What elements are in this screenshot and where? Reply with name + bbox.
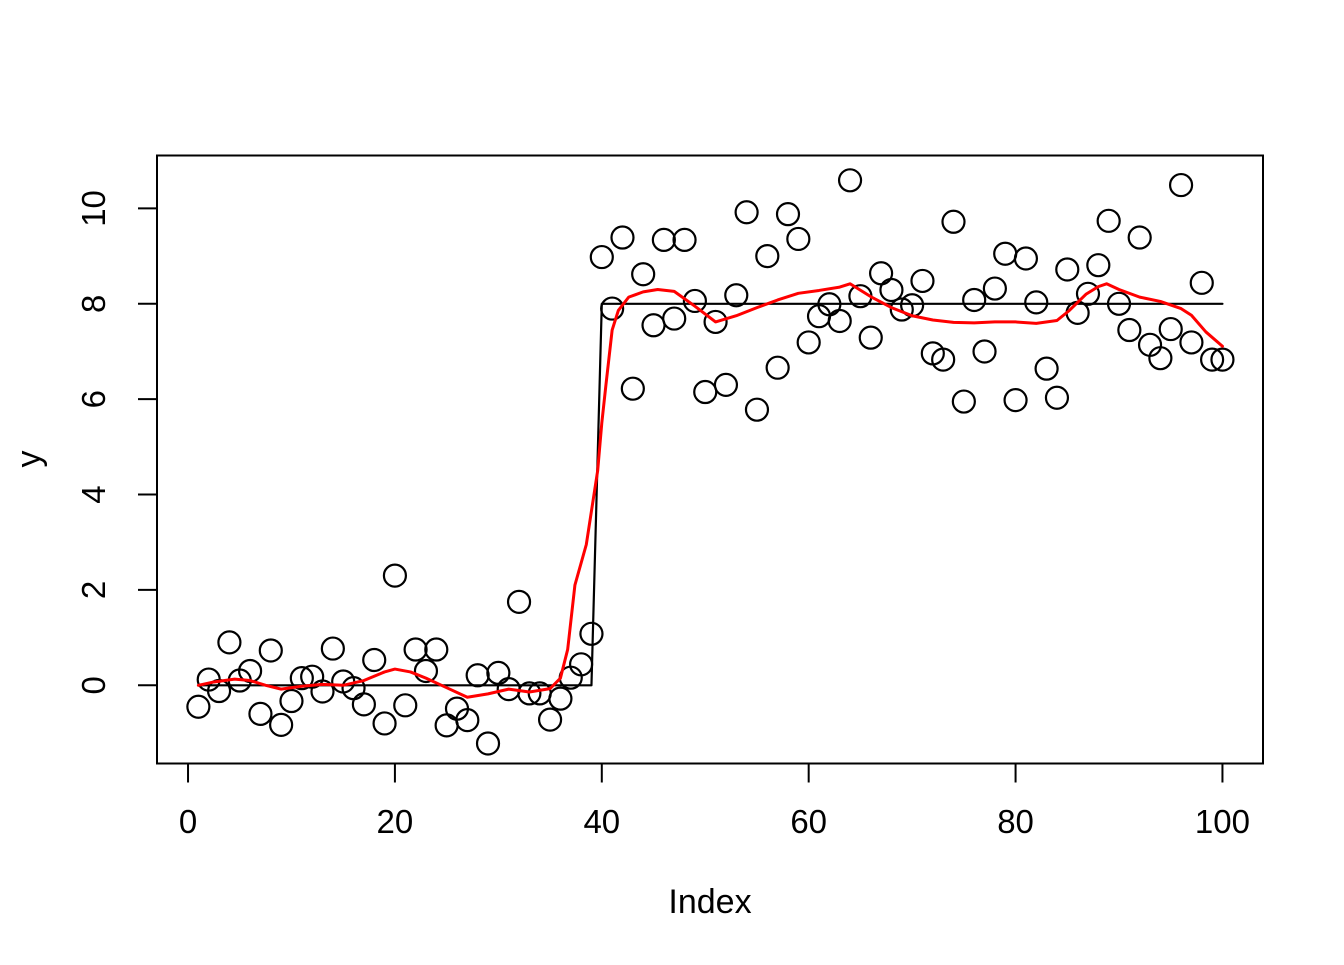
y-tick-label: 8 (75, 295, 112, 313)
data-point (993, 241, 1018, 266)
data-point (724, 283, 749, 308)
data-point (775, 202, 801, 227)
data-point (424, 637, 449, 662)
data-point (465, 663, 490, 688)
data-point (641, 313, 666, 338)
data-point (1013, 246, 1039, 271)
data-point (827, 308, 852, 334)
data-point (269, 712, 294, 737)
axis-ticks: 0 20 40 60 80 100 0 2 4 6 8 10 (75, 190, 1250, 840)
data-point (351, 692, 376, 717)
x-tick-label: 20 (377, 803, 414, 840)
x-tick-label: 80 (997, 803, 1034, 840)
data-point (868, 261, 894, 286)
data-point (672, 227, 697, 253)
data-point (1168, 172, 1194, 198)
data-point (486, 660, 511, 685)
y-axis-label: y (10, 451, 48, 468)
data-point (1148, 346, 1173, 371)
y-tick-label: 2 (75, 581, 112, 599)
data-point (620, 376, 645, 401)
x-tick-label: 40 (583, 803, 620, 840)
data-point (941, 209, 966, 234)
data-point (382, 563, 408, 588)
y-tick-label: 6 (75, 390, 112, 408)
data-point (393, 693, 418, 718)
data-point (372, 711, 397, 736)
data-point (506, 589, 532, 614)
data-point (796, 330, 821, 355)
data-point (931, 347, 956, 372)
y-tick-label: 4 (75, 485, 112, 503)
y-tick-label: 0 (75, 676, 112, 694)
x-tick-label: 60 (790, 803, 827, 840)
data-point (1189, 270, 1214, 295)
data-point (289, 666, 314, 691)
data-point (972, 339, 997, 364)
data-point (579, 621, 604, 646)
data-point (734, 200, 759, 225)
data-point (962, 287, 987, 313)
data-point (951, 389, 976, 414)
data-point (1127, 225, 1152, 250)
data-point (434, 713, 459, 738)
plot-border (156, 154, 1264, 765)
data-point (693, 379, 718, 405)
data-point (1055, 257, 1080, 282)
data-point (258, 638, 283, 663)
data-point (744, 397, 770, 422)
data-point (217, 630, 242, 655)
data-point (910, 268, 935, 294)
data-point (362, 647, 387, 673)
data-point (1210, 347, 1235, 372)
data-point (631, 262, 656, 287)
data-point (310, 679, 335, 704)
x-tick-label: 100 (1195, 803, 1250, 840)
data-point (1200, 347, 1225, 372)
data-point (413, 658, 439, 684)
data-point (403, 637, 428, 662)
data-point (610, 225, 635, 250)
data-point (765, 355, 790, 380)
data-point (248, 701, 273, 727)
data-point (475, 731, 501, 756)
data-point (713, 372, 739, 397)
data-point (279, 688, 304, 714)
x-tick-label: 0 (179, 803, 197, 840)
data-point (455, 708, 480, 733)
data-point (537, 707, 563, 732)
data-point (1034, 356, 1059, 381)
data-point (755, 244, 780, 269)
data-point (703, 309, 728, 335)
data-point (982, 276, 1007, 301)
step-fit-line (197, 302, 1224, 687)
data-point (1096, 208, 1121, 233)
data-point (1117, 317, 1142, 343)
data-point (682, 288, 707, 314)
smooth-fit-line (196, 282, 1224, 699)
data-point (879, 277, 904, 303)
data-point (837, 168, 863, 193)
data-point (889, 297, 914, 322)
plot-marks (186, 168, 1235, 756)
data-point (1044, 385, 1070, 410)
data-point (589, 244, 614, 270)
data-point (651, 227, 676, 253)
data-point (320, 636, 345, 661)
data-point (1086, 253, 1111, 278)
y-tick-label: 10 (75, 190, 112, 227)
data-point (1003, 388, 1028, 413)
data-point (858, 325, 883, 350)
data-point (662, 306, 687, 331)
data-point (1158, 316, 1183, 342)
data-point (786, 226, 811, 252)
x-axis-label: Index (668, 883, 751, 921)
data-point (1024, 290, 1049, 315)
data-point (1179, 330, 1204, 355)
data-point (186, 694, 211, 719)
data-point (548, 686, 573, 711)
data-point (517, 681, 542, 706)
